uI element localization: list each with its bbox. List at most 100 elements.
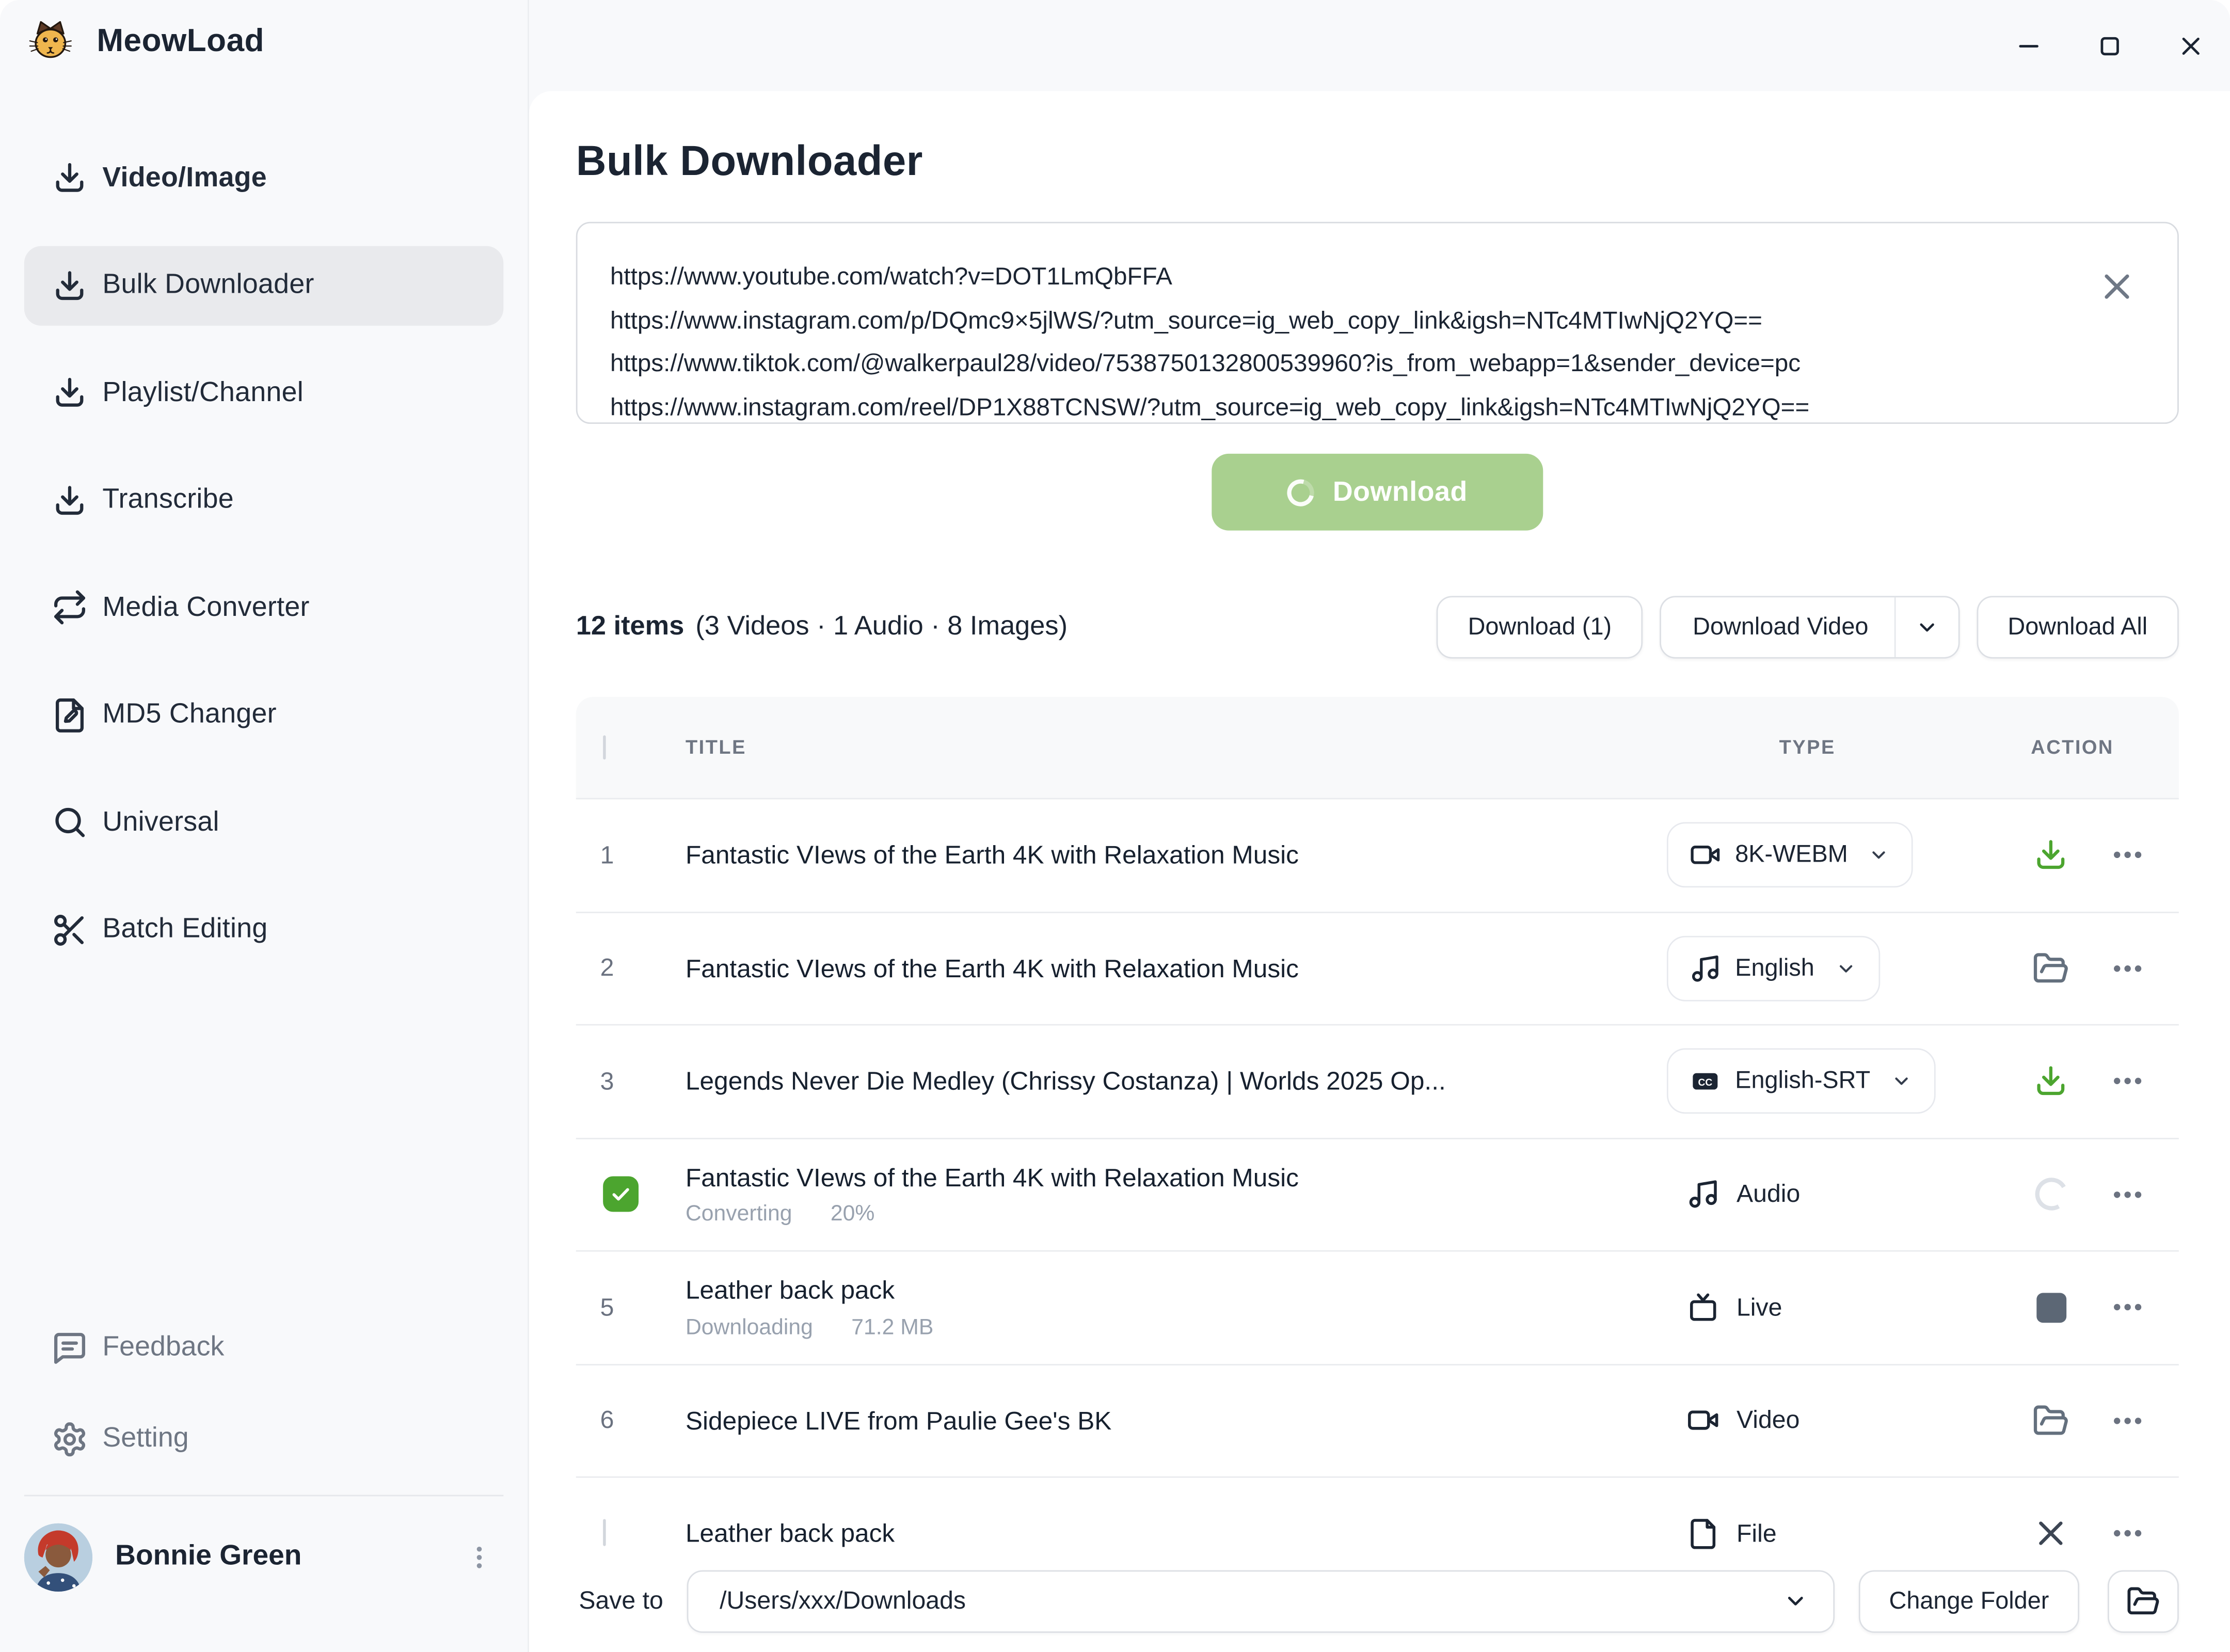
row-menu-button[interactable] <box>2108 1174 2147 1214</box>
row-status: Converting 20% <box>686 1202 1667 1228</box>
row-number: 2 <box>600 953 614 982</box>
row-menu-button[interactable] <box>2108 1514 2147 1553</box>
sidebar-item-media-converter[interactable]: Media Converter <box>24 567 503 647</box>
url-input-card: https://www.youtube.com/watch?v=DOT1LmQb… <box>576 221 2179 424</box>
type-label: Audio <box>1667 1178 2031 1211</box>
ellipsis-icon <box>2111 1065 2145 1099</box>
select-all-checkbox[interactable] <box>603 735 606 760</box>
repeat-icon <box>51 589 88 626</box>
sidebar-item-transcribe[interactable]: Transcribe <box>24 460 503 539</box>
download-icon <box>51 267 88 304</box>
items-count: 12 items <box>576 611 684 642</box>
open-folder-button[interactable] <box>2031 948 2070 988</box>
download-video-split-button[interactable]: Download Video <box>1660 596 1960 659</box>
download-button[interactable]: Download <box>1212 453 1543 531</box>
column-title: TITLE <box>685 737 746 758</box>
row-menu-button[interactable] <box>2108 948 2147 988</box>
format-select[interactable]: 8K-WEBM <box>1666 822 1914 888</box>
close-button[interactable] <box>2169 24 2212 67</box>
row-menu-button[interactable] <box>2108 835 2147 875</box>
cat-logo-icon <box>28 19 72 62</box>
format-select[interactable]: English <box>1666 935 1880 1001</box>
minimize-button[interactable] <box>2006 24 2049 67</box>
row-menu-button[interactable] <box>2108 1288 2147 1327</box>
message-icon <box>51 1329 88 1367</box>
ellipsis-icon <box>2111 951 2145 985</box>
cc-subtitles-icon <box>1690 1066 1721 1097</box>
row-menu-button[interactable] <box>2108 1401 2147 1440</box>
user-name: Bonnie Green <box>115 1540 302 1572</box>
table-row: 3 Legends Never Die Medley (Chrissy Cost… <box>576 1024 2179 1137</box>
row-checkbox-checked[interactable] <box>603 1177 639 1213</box>
table-row: 6 Sidepiece LIVE from Paulie Gee's BK Vi… <box>576 1363 2179 1476</box>
url-input[interactable]: https://www.youtube.com/watch?v=DOT1LmQb… <box>577 223 2178 423</box>
change-folder-button[interactable]: Change Folder <box>1858 1569 2079 1632</box>
chevron-down-icon <box>1834 957 1857 979</box>
row-number: 5 <box>600 1292 614 1321</box>
open-save-folder-button[interactable] <box>2108 1569 2179 1632</box>
ellipsis-icon <box>2111 1291 2145 1325</box>
table-header: TITLE TYPE ACTION <box>576 697 2179 798</box>
sidebar-item-playlist-channel[interactable]: Playlist/Channel <box>24 353 503 432</box>
bulk-actions-toolbar: Download (1) Download Video Download All <box>1436 596 2179 659</box>
spinner-icon <box>2031 1174 2071 1215</box>
type-label: Live <box>1667 1291 2031 1324</box>
main-panel: Bulk Downloader https://www.youtube.com/… <box>529 91 2230 1652</box>
video-icon <box>1690 839 1721 871</box>
sidebar-item-universal[interactable]: Universal <box>24 782 503 862</box>
sidebar-footer: Feedback Setting Bonnie Green <box>24 1308 504 1652</box>
table-row: 1 Fantastic VIews of the Earth 4K with R… <box>576 798 2179 911</box>
sidebar-item-setting[interactable]: Setting <box>24 1399 503 1479</box>
open-folder-button[interactable] <box>2031 1401 2070 1440</box>
download-item-button[interactable] <box>2031 1061 2070 1101</box>
converting-spinner <box>2031 1174 2071 1215</box>
row-number: 3 <box>600 1066 614 1095</box>
row-menu-button[interactable] <box>2108 1061 2147 1101</box>
download-button-row: Download <box>576 453 2179 531</box>
save-path-select[interactable]: /Users/xxx/Downloads <box>687 1569 1835 1632</box>
download-video-caret[interactable] <box>1896 597 1958 657</box>
folder-open-icon <box>2126 1584 2160 1618</box>
sidebar-item-video-image[interactable]: Video/Image <box>24 138 503 217</box>
summary-row: 12 items (3 Videos · 1 Audio · 8 Images)… <box>576 596 2179 659</box>
chevron-down-icon <box>1868 844 1890 866</box>
user-menu-button[interactable] <box>458 1535 501 1578</box>
type-label: File <box>1667 1517 2031 1550</box>
row-status: Downloading 71.2 MB <box>686 1315 1667 1341</box>
download-icon <box>51 160 88 197</box>
close-icon <box>2098 267 2136 306</box>
file-pen-icon <box>51 696 88 734</box>
download-video-label[interactable]: Download Video <box>1693 613 1869 640</box>
row-checkbox[interactable] <box>603 1519 606 1547</box>
maximize-button[interactable] <box>2088 24 2130 67</box>
items-detail: (3 Videos · 1 Audio · 8 Images) <box>695 611 1068 642</box>
download-icon <box>51 374 88 411</box>
check-icon <box>609 1182 633 1206</box>
column-action: ACTION <box>2031 737 2114 758</box>
download-item-button[interactable] <box>2031 835 2070 875</box>
chevron-down-icon <box>1890 1070 1913 1093</box>
sidebar-item-batch-editing[interactable]: Batch Editing <box>24 889 503 969</box>
items-summary: 12 items (3 Videos · 1 Audio · 8 Images) <box>576 612 1068 643</box>
format-select[interactable]: English-SRT <box>1666 1049 1936 1114</box>
table-row: 2 Fantastic VIews of the Earth 4K with R… <box>576 911 2179 1024</box>
stop-button[interactable] <box>2031 1288 2070 1327</box>
sidebar-item-md5-changer[interactable]: MD5 Changer <box>24 675 503 754</box>
type-label: Video <box>1667 1404 2031 1437</box>
download-all-button[interactable]: Download All <box>1976 596 2179 659</box>
maximize-icon <box>2096 32 2123 59</box>
sidebar-item-bulk-downloader[interactable]: Bulk Downloader <box>24 245 504 325</box>
cancel-item-button[interactable] <box>2031 1514 2070 1553</box>
column-type: TYPE <box>1779 737 1836 758</box>
avatar <box>24 1522 93 1591</box>
file-icon <box>1687 1517 1719 1550</box>
download-selected-button[interactable]: Download (1) <box>1436 596 1643 659</box>
close-icon <box>2177 32 2204 59</box>
app-title: MeowLoad <box>97 22 265 58</box>
chevron-down-icon <box>1914 614 1940 640</box>
save-to-bar: Save to /Users/xxx/Downloads Change Fold… <box>529 1564 2230 1652</box>
clear-urls-button[interactable] <box>2098 267 2136 306</box>
sidebar-item-feedback[interactable]: Feedback <box>24 1308 503 1387</box>
gear-icon <box>51 1420 88 1457</box>
